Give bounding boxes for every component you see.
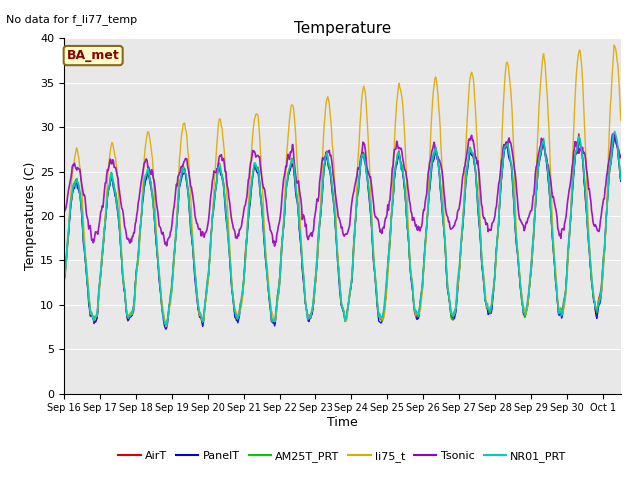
Text: No data for f_li77_temp: No data for f_li77_temp — [6, 14, 138, 25]
Text: BA_met: BA_met — [67, 49, 120, 62]
Legend: AirT, PanelT, AM25T_PRT, li75_t, Tsonic, NR01_PRT: AirT, PanelT, AM25T_PRT, li75_t, Tsonic,… — [114, 446, 571, 466]
Y-axis label: Temperatures (C): Temperatures (C) — [24, 162, 37, 270]
X-axis label: Time: Time — [327, 416, 358, 429]
Title: Temperature: Temperature — [294, 21, 391, 36]
